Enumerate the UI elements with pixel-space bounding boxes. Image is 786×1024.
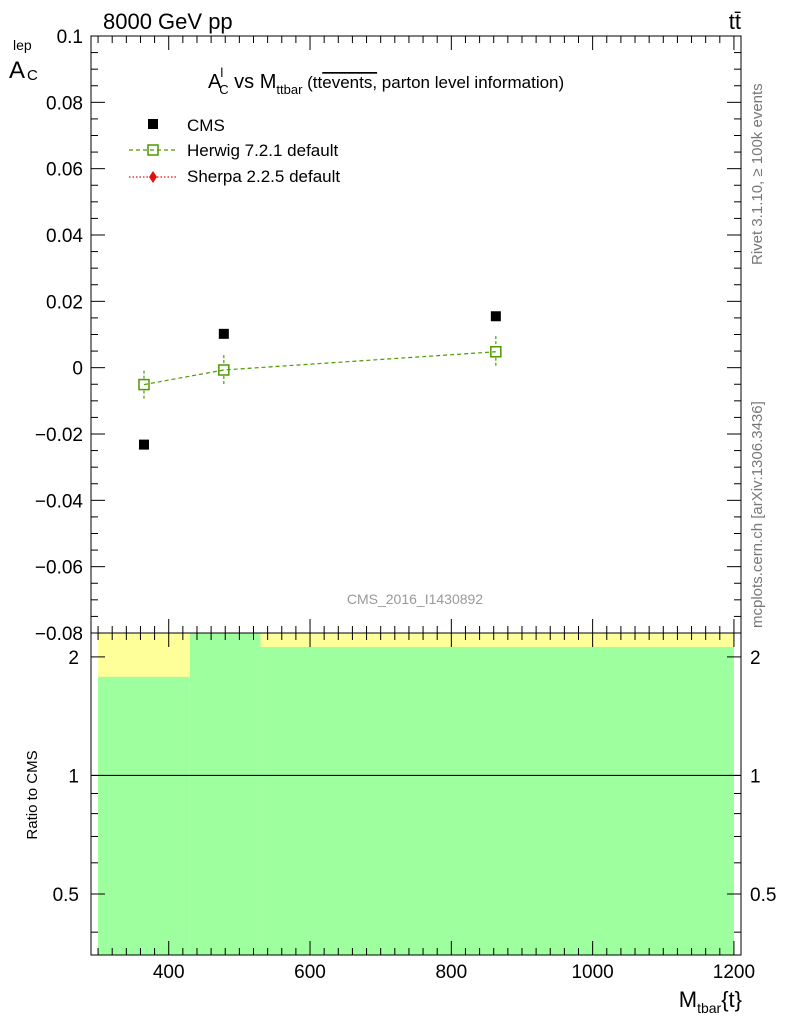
y-tick-label: 0.08 (46, 93, 83, 114)
ratio-y-tick-label-left: 0.5 (53, 885, 79, 906)
legend-herwig-label: Herwig 7.2.1 default (187, 141, 338, 160)
legend-sherpa-label: Sherpa 2.2.5 default (187, 167, 340, 186)
ratio-y-tick-label-right: 2 (750, 648, 761, 669)
title-a-sup: l (220, 65, 223, 80)
legend-sherpa-marker (149, 171, 157, 183)
y-tick-label: 0 (72, 359, 83, 380)
analysis-label: CMS_2016_I1430892 (347, 591, 483, 607)
title-overline: events, (322, 73, 377, 92)
y-tick-label: 0.1 (57, 27, 83, 48)
plot-title: Al C vs Mttbar (ttevents, parton level in… (208, 65, 564, 97)
y-tick-label: 0.04 (46, 226, 83, 247)
y-tick-label: −0.06 (35, 558, 83, 579)
cms-point (138, 439, 149, 450)
ratio-y-tick-label-right: 0.5 (750, 885, 776, 906)
y-tick-label: −0.08 (35, 624, 83, 645)
x-tick-label: 1200 (713, 962, 755, 983)
energy-label: 8000 GeV pp (103, 9, 233, 34)
xlabel-rest: {t} (721, 987, 742, 1012)
title-m-sub: ttbar (276, 82, 303, 97)
main-y-axis-label: A lep C (9, 37, 38, 84)
title-paren: (tt (302, 73, 322, 92)
legend-cms-marker (148, 119, 158, 129)
ratio-y-tick-label-left: 2 (68, 648, 79, 669)
title-vs: vs M (229, 71, 277, 93)
title-rest: parton level information) (377, 73, 564, 92)
ratio-frame (90, 632, 742, 956)
ylabel-sup: lep (13, 37, 32, 53)
ratio-band-inner-1 (189, 633, 261, 955)
xlabel-main: M (679, 987, 697, 1012)
ratio-band-inner-2 (260, 646, 734, 955)
ylabel-main: A (9, 57, 25, 84)
ratio-y-tick-label-left: 1 (68, 766, 79, 787)
cms-point (490, 311, 501, 322)
ratio-y-tick-label-right: 1 (750, 766, 761, 787)
y-tick-label: −0.02 (35, 425, 83, 446)
legend-herwig-marker (147, 144, 159, 156)
process-label: tt̄ (729, 9, 741, 34)
title-a: A (208, 71, 222, 93)
herwig-point (490, 345, 502, 358)
cms-point (218, 328, 229, 339)
ratio-y-axis-label: Ratio to CMS (24, 750, 41, 839)
x-tick-label: 400 (153, 962, 185, 983)
ylabel-sub: C (27, 67, 38, 84)
xlabel-sub: tbar (697, 1000, 721, 1016)
y-tick-label: −0.04 (35, 491, 84, 512)
legend-cms-label: CMS (187, 116, 225, 135)
legend: CMS Herwig 7.2.1 default Sherpa 2.2.5 de… (129, 116, 340, 186)
main-axes: −0.08 −0.06 −0.04 −0.02 0 0.02 0.04 0.06 0.08 0.1 (35, 27, 742, 645)
x-tick-label: 600 (294, 962, 326, 983)
y-tick-label: 0.02 (46, 292, 83, 313)
title-a-sub: C (219, 82, 228, 97)
x-tick-label: 1000 (571, 962, 613, 983)
rivet-label: Rivet 3.1.10, ≥ 100k events (749, 83, 766, 265)
ratio-band-inner-0 (98, 676, 190, 955)
herwig-point (218, 364, 230, 376)
herwig-line (143, 351, 496, 386)
x-tick-label: 800 (435, 962, 467, 983)
herwig-point (138, 378, 150, 391)
mcplots-label: mcplots.cern.ch [arXiv:1306.3436] (749, 401, 766, 628)
y-tick-label: 0.06 (46, 160, 83, 181)
x-axis-label: Mtbar{t} (679, 987, 742, 1016)
ratio-axes: 400 600 800 1000 1200 0.5 0.5 1 1 2 2 (53, 632, 776, 983)
